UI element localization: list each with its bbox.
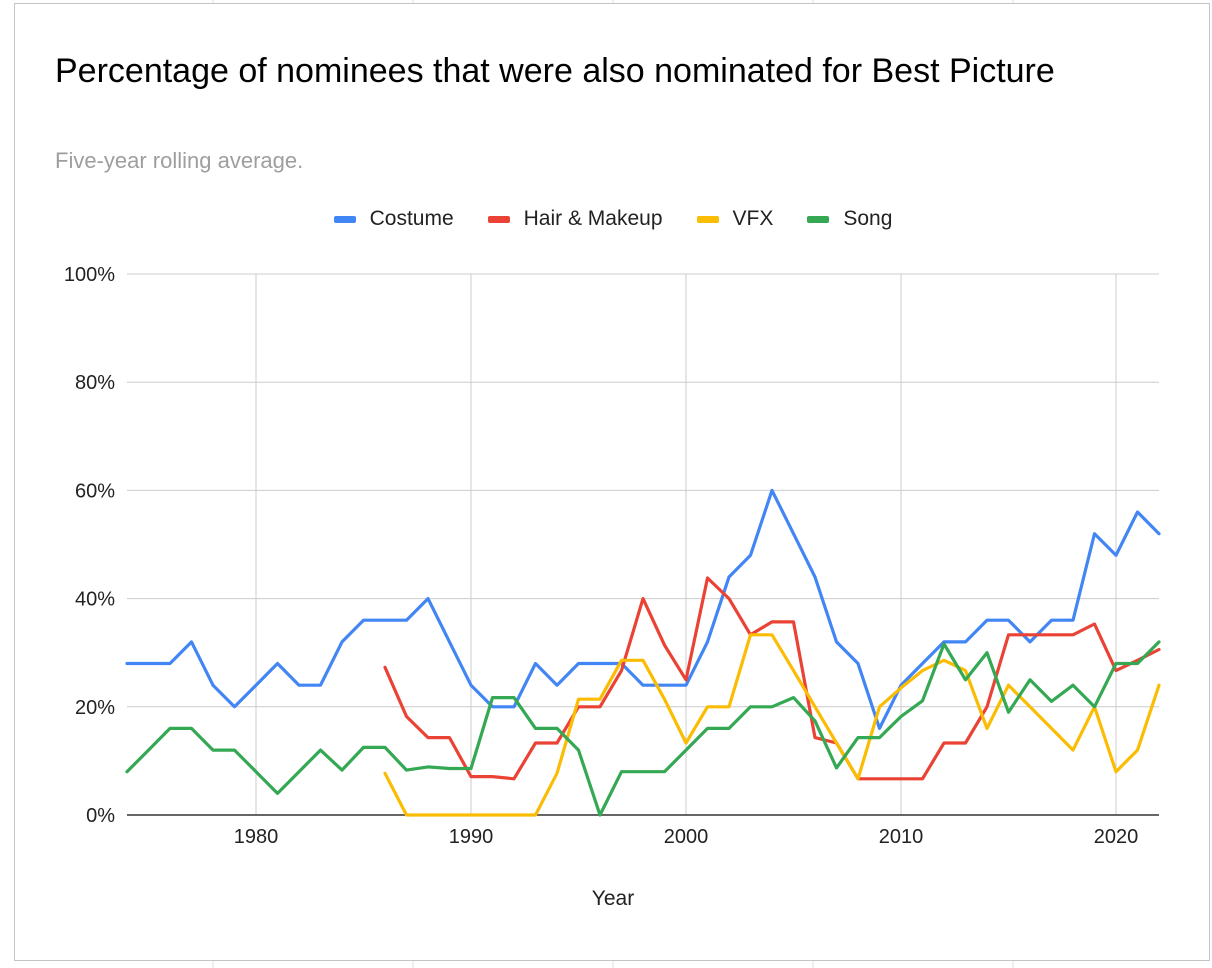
x-tick-label: 1980 [234,826,279,848]
legend-swatch-vfx [696,215,719,223]
x-tick-label: 2010 [879,826,924,848]
legend-item-costume[interactable]: Costume [333,207,454,231]
y-tick-label: 20% [75,697,115,719]
series-line-hair-makeup [383,576,1161,781]
x-axis-title: Year [591,887,635,910]
x-tick-label: 2000 [664,826,709,848]
x-tick-label: 1990 [449,826,494,848]
legend-label-song: Song [843,207,893,230]
legend-item-vfx[interactable]: VFX [696,207,774,231]
y-tick-label: 100% [64,264,115,286]
legend-label-hair-makeup: Hair & Makeup [523,207,663,230]
line-chart-plot: 0% 20% 40% 60% 80% 100% 1980 1990 2000 2010 2020 [64,264,1161,848]
legend-label-vfx: VFX [732,207,774,230]
chart-legend: Costume Hair & Makeup VFX Song [15,207,1211,231]
legend-swatch-hair-makeup [487,215,510,223]
legend-label-costume: Costume [369,207,454,230]
series-line-costume [125,488,1161,731]
chart-title: Percentage of nominees that were also no… [55,52,1055,90]
series-line-song [125,640,1161,817]
y-tick-label: 0% [86,805,115,827]
x-tick-label: 2020 [1094,826,1139,848]
y-tick-label: 80% [75,372,115,394]
legend-swatch-song [807,215,830,223]
chart-card[interactable]: Percentage of nominees that were also no… [14,3,1210,961]
y-tick-label: 60% [75,480,115,502]
legend-swatch-costume [333,215,356,223]
legend-item-hair-makeup[interactable]: Hair & Makeup [487,207,663,231]
series-line-vfx [383,633,1161,817]
legend-item-song[interactable]: Song [807,207,892,231]
y-tick-label: 40% [75,589,115,611]
chart-subtitle: Five-year rolling average. [55,148,304,173]
